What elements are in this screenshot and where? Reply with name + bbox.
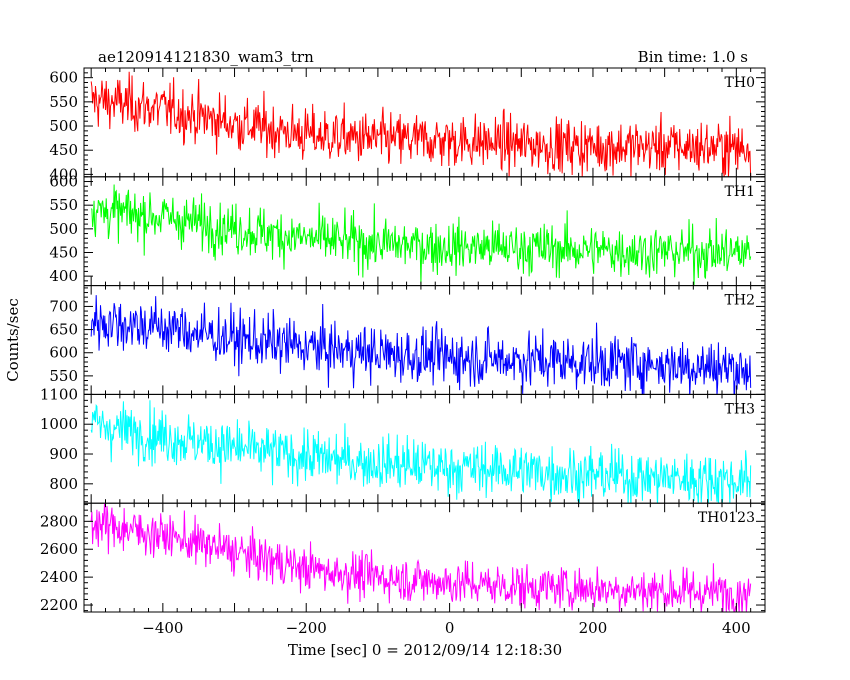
panel-th0123: TH0123 2200 2400 2600 2800 [40,502,766,614]
y-tick-label: 2200 [40,596,78,614]
series-th0 [90,71,752,177]
y-tick-label: 1100 [40,385,78,403]
series-th2 [90,295,752,395]
y-tick-label: 2600 [40,540,78,558]
y-tick-label: 700 [49,297,78,315]
y-tick-label: 2800 [40,512,78,530]
x-tick-label: 200 [579,619,608,637]
series-th0123 [90,503,752,613]
panel-th3: TH3 800 900 1000 1100 [40,385,766,504]
x-axis-label: Time [sec] 0 = 2012/09/14 12:18:30 [288,641,562,659]
y-tick-label: 400 [49,165,78,183]
panel-th2: TH2 550 600 650 700 [49,285,766,395]
y-tick-label: 650 [49,321,78,339]
y-tick-label: 550 [49,93,78,111]
panel-th1: TH1 400 450 500 550 600 [49,173,766,287]
y-tick-label: 600 [49,344,78,362]
y-tick-label: 550 [49,367,78,385]
y-tick-label: 900 [49,445,78,463]
y-tick-label: 500 [49,117,78,135]
panel-label: TH1 [725,184,755,200]
y-axis-label: Counts/sec [4,298,22,382]
panel-label: TH3 [725,401,755,417]
panel-label: TH0 [725,75,755,91]
panel-th0: TH0 400 450 500 550 600 [49,67,766,183]
y-tick-label: 450 [49,141,78,159]
y-tick-label: 800 [49,475,78,493]
y-tick-label: 600 [49,173,78,191]
panel-frame [83,502,766,613]
y-tick-label: 400 [49,267,78,285]
y-tick-label: 550 [49,196,78,214]
y-tick-label: 600 [49,69,78,87]
panel-stack: TH0 400 450 500 550 600 TH1 400 450 500 550 600 TH2 5… [40,67,766,614]
series-th1 [90,184,752,286]
series-th3 [90,400,752,504]
x-axis-ticks: −400 −200 0 200 400 [142,619,750,637]
x-tick-label: 400 [722,619,751,637]
panel-label: TH0123 [698,510,755,526]
panel-label: TH2 [725,293,755,309]
figure-title: ae120914121830_wam3_trn [98,48,314,66]
x-tick-label: −400 [142,619,183,637]
y-tick-label: 2400 [40,568,78,586]
x-tick-label: 0 [445,619,455,637]
panel-frame [83,176,766,287]
y-tick-label: 450 [49,243,78,261]
bin-time-label: Bin time: 1.0 s [638,48,748,66]
y-tick-label: 1000 [40,415,78,433]
y-tick-label: 500 [49,220,78,238]
x-tick-label: −200 [286,619,327,637]
